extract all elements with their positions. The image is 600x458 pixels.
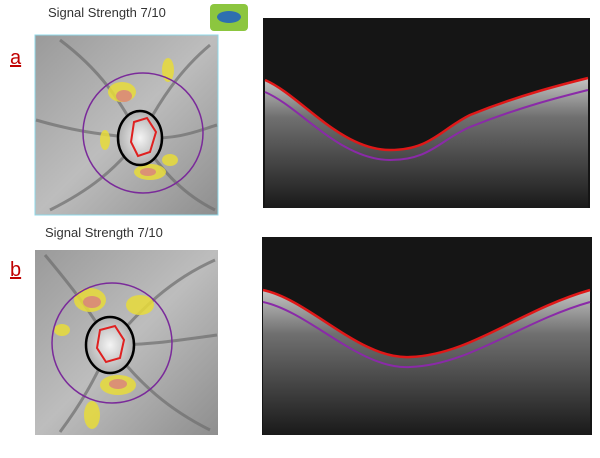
panel-label: a [10,47,22,69]
quality-icon-eye [217,11,241,23]
panel-label: b [10,259,21,281]
oct-scan [262,237,592,435]
fundus-image [35,250,218,435]
signal-strength: Signal Strength 7/10 [45,225,163,240]
signal-strength: Signal Strength 7/10 [48,5,166,20]
fundus-image [34,34,219,216]
oct-scan [263,18,590,208]
